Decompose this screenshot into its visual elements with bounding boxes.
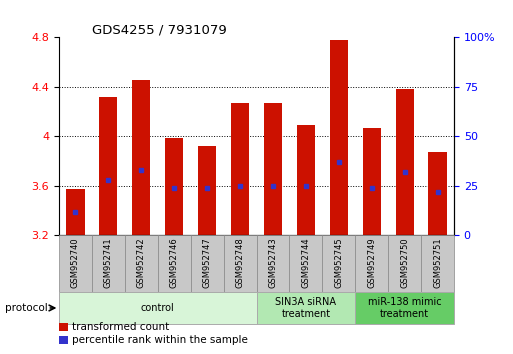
Bar bbox=[330, 40, 348, 235]
Text: transformed count: transformed count bbox=[72, 322, 169, 332]
Bar bbox=[59, 235, 92, 292]
Bar bbox=[363, 128, 381, 235]
Text: GSM952751: GSM952751 bbox=[433, 237, 442, 288]
Bar bbox=[421, 235, 454, 292]
Text: GSM952749: GSM952749 bbox=[367, 237, 376, 288]
Bar bbox=[59, 292, 256, 324]
Bar bbox=[428, 153, 447, 235]
Bar bbox=[256, 235, 289, 292]
Bar bbox=[191, 235, 224, 292]
Bar bbox=[132, 80, 150, 235]
Text: control: control bbox=[141, 303, 174, 313]
Text: percentile rank within the sample: percentile rank within the sample bbox=[72, 335, 248, 345]
Bar bbox=[231, 103, 249, 235]
Bar bbox=[92, 235, 125, 292]
Text: GDS4255 / 7931079: GDS4255 / 7931079 bbox=[92, 23, 227, 36]
Bar bbox=[322, 235, 355, 292]
Text: GSM952750: GSM952750 bbox=[400, 237, 409, 288]
Text: protocol: protocol bbox=[5, 303, 48, 313]
Text: SIN3A siRNA
treatment: SIN3A siRNA treatment bbox=[275, 297, 337, 319]
Bar bbox=[125, 235, 158, 292]
Bar bbox=[297, 125, 315, 235]
Text: GSM952741: GSM952741 bbox=[104, 237, 113, 288]
Bar bbox=[100, 97, 117, 235]
Text: GSM952744: GSM952744 bbox=[301, 237, 310, 288]
Text: GSM952745: GSM952745 bbox=[334, 237, 343, 288]
Text: miR-138 mimic
treatment: miR-138 mimic treatment bbox=[368, 297, 442, 319]
Bar bbox=[355, 235, 388, 292]
Text: GSM952743: GSM952743 bbox=[268, 237, 278, 288]
Text: GSM952747: GSM952747 bbox=[203, 237, 212, 288]
Bar bbox=[289, 235, 322, 292]
Bar bbox=[66, 189, 85, 235]
Text: GSM952746: GSM952746 bbox=[170, 237, 179, 288]
Text: GSM952742: GSM952742 bbox=[137, 237, 146, 288]
Bar bbox=[396, 89, 413, 235]
Bar bbox=[224, 235, 256, 292]
Bar bbox=[198, 146, 216, 235]
Text: GSM952740: GSM952740 bbox=[71, 237, 80, 288]
Bar bbox=[264, 103, 282, 235]
Bar bbox=[158, 235, 191, 292]
Bar bbox=[355, 292, 454, 324]
Bar bbox=[165, 138, 183, 235]
Text: GSM952748: GSM952748 bbox=[235, 237, 245, 288]
Bar bbox=[388, 235, 421, 292]
Bar bbox=[256, 292, 355, 324]
